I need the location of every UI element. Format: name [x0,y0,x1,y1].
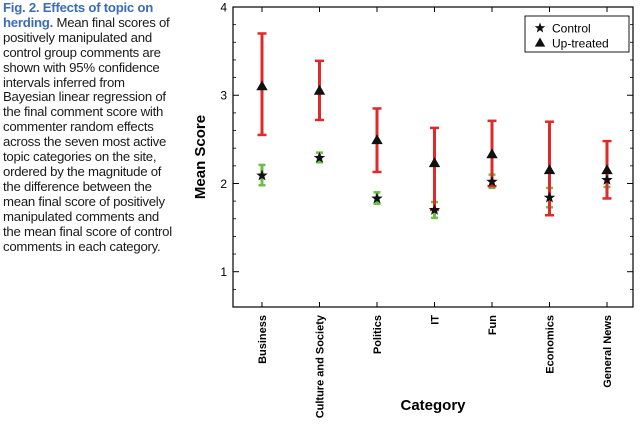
control-point [543,191,556,203]
control-point [256,169,268,181]
error-bars [257,32,612,220]
y-tick-label: 2 [220,177,227,191]
legend-triangle-marker [534,37,546,47]
x-tick-label: IT [430,315,442,325]
y-axis-label: Mean Score [192,115,209,199]
up-treated-point [543,164,556,175]
control-point [486,175,498,187]
control-point [313,151,326,163]
data-markers [256,80,613,215]
caption-title: Fig. 2. Effects of topic on herding. [3,0,154,30]
x-tick-label: Culture and Society [315,314,327,418]
x-tick-label: Fun [487,315,499,335]
legend-label: Up-treated [552,37,609,51]
tick-labels: 1 2 3 4 Business Culture and Society Politics I… [220,1,614,419]
y-tick-label: 3 [220,89,227,103]
x-tick-label: Politics [372,315,384,354]
up-treated-point [428,157,441,168]
control-point [371,192,383,204]
x-tick-label: Business [257,315,269,364]
up-treated-point [601,164,613,175]
legend-label: Control [552,22,591,36]
y-tick-label: 1 [220,265,227,279]
y-tick-label: 4 [220,1,227,15]
x-tick-label: General News [602,315,614,388]
up-treated-point [486,148,498,159]
up-treated-point [313,84,326,95]
control-point [428,203,441,215]
x-axis-label: Category [400,397,466,414]
caption-body: Mean final scores of positively manipula… [3,14,172,254]
legend-star-marker [534,22,546,33]
x-tick-label: Economics [545,315,557,374]
control-point [601,173,613,185]
figure-caption: Fig. 2. Effects of topic on herding. Mea… [3,0,177,254]
up-treated-point [256,80,268,91]
up-treated-point [371,134,383,145]
plot-area-frame [232,6,634,308]
